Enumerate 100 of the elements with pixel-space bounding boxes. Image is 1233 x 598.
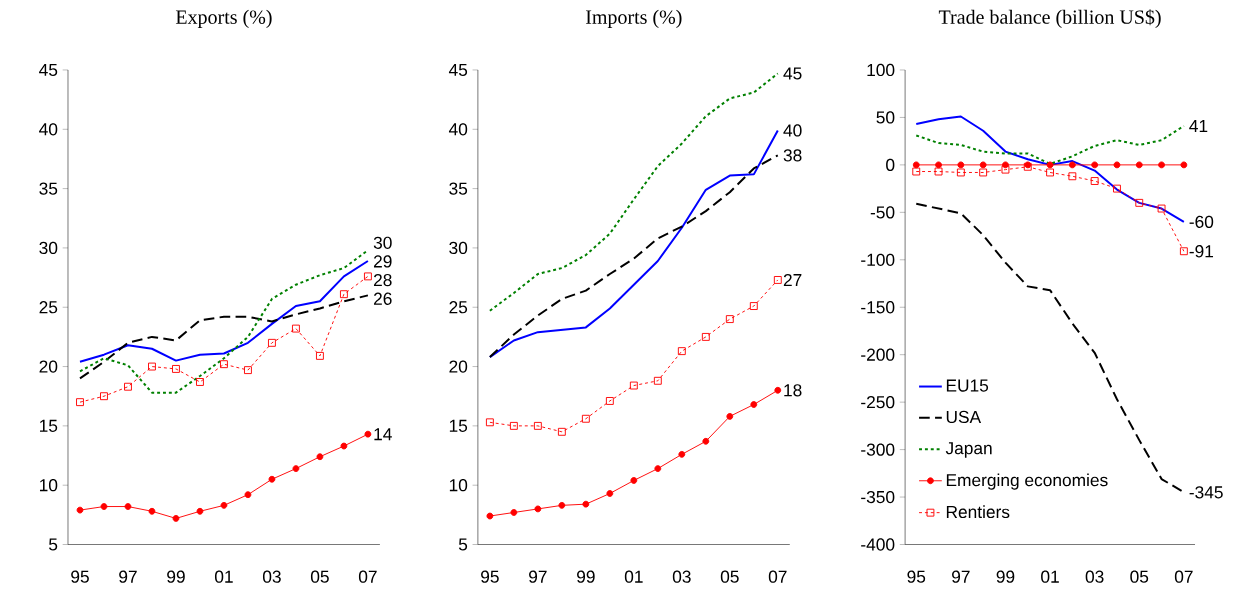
y-tick-label: -400 <box>861 538 895 551</box>
x-tick-label: 95 <box>71 570 89 583</box>
y-tick-label: -250 <box>861 396 895 409</box>
y-tick-label: 5 <box>49 538 58 551</box>
point <box>534 505 542 513</box>
point <box>1046 168 1054 177</box>
point <box>1046 161 1054 169</box>
y-tick-label: 20 <box>449 360 468 373</box>
point <box>1135 161 1143 169</box>
y-tick-label: -200 <box>861 348 895 361</box>
line-series <box>915 115 1185 223</box>
y-tick-label: 15 <box>39 419 58 432</box>
legend-label: Rentiers <box>946 505 1010 519</box>
y-tick-label: 25 <box>39 301 58 314</box>
point <box>957 161 965 169</box>
chart-title: Imports (%) <box>585 9 682 29</box>
data-label: 38 <box>783 149 802 162</box>
y-tick-label: 0 <box>886 158 895 172</box>
point <box>1090 177 1099 186</box>
x-tick-label: 01 <box>214 570 233 583</box>
x-tick-label: 97 <box>119 570 137 583</box>
point <box>316 453 324 461</box>
data-label: 30 <box>373 236 392 249</box>
x-tick-label: 07 <box>358 570 377 583</box>
line-series <box>488 72 779 312</box>
y-tick-label: 5 <box>458 538 468 551</box>
x-tick-label: 01 <box>1041 570 1059 583</box>
data-label: -345 <box>1189 486 1223 499</box>
point <box>220 502 228 509</box>
point <box>100 392 108 401</box>
y-tick-label: -150 <box>861 301 895 314</box>
x-tick-label: 95 <box>481 570 499 583</box>
y-tick-label: 45 <box>39 64 58 77</box>
point <box>244 366 252 375</box>
data-label: 18 <box>784 384 802 397</box>
point <box>677 347 686 356</box>
point <box>124 503 132 511</box>
y-tick-label: 40 <box>448 123 468 136</box>
point <box>934 167 943 176</box>
y-tick-label: 10 <box>449 479 468 492</box>
y-tick-label: -300 <box>861 443 895 456</box>
y-tick-label: -100 <box>861 253 895 266</box>
point <box>774 386 782 394</box>
point <box>1113 161 1121 169</box>
point <box>629 381 638 390</box>
x-tick-label: 95 <box>907 570 926 583</box>
point <box>557 427 566 436</box>
point <box>606 490 614 497</box>
point <box>1158 161 1165 169</box>
point <box>340 442 348 450</box>
point <box>291 324 300 333</box>
point <box>678 451 686 458</box>
point <box>364 430 372 438</box>
point <box>244 491 252 499</box>
point <box>148 362 156 371</box>
point <box>630 477 638 484</box>
legend-label: Japan <box>945 442 992 458</box>
point <box>605 397 614 405</box>
data-label: -60 <box>1189 215 1214 229</box>
point <box>172 365 180 373</box>
y-tick-label: 40 <box>39 123 58 136</box>
point <box>654 465 662 473</box>
point <box>196 378 204 386</box>
y-tick-label: 10 <box>39 479 58 492</box>
point <box>558 502 566 509</box>
point <box>750 401 758 408</box>
point <box>1068 172 1077 181</box>
point <box>582 500 590 508</box>
point <box>702 437 710 445</box>
point <box>912 167 921 176</box>
data-label: 41 <box>1189 120 1208 133</box>
line-series <box>78 249 369 394</box>
legend-label: Emerging economies <box>946 473 1108 490</box>
point <box>220 360 228 369</box>
y-tick-label: 35 <box>449 182 468 195</box>
x-tick-label: 03 <box>672 570 691 583</box>
point <box>912 161 920 169</box>
point <box>726 413 734 420</box>
data-label: 14 <box>374 428 392 441</box>
point <box>76 506 84 514</box>
y-tick-label: 30 <box>39 241 58 255</box>
y-tick-label: -350 <box>861 491 895 504</box>
point <box>979 168 988 177</box>
point <box>979 161 987 169</box>
x-tick-label: 07 <box>1174 570 1193 583</box>
x-tick-label: 07 <box>768 570 787 583</box>
point <box>196 507 204 515</box>
point <box>725 315 734 324</box>
point <box>486 512 494 520</box>
x-tick-label: 01 <box>624 570 643 583</box>
data-label: 27 <box>783 273 802 287</box>
data-label: 40 <box>783 124 802 137</box>
point <box>773 276 782 284</box>
point <box>701 333 710 341</box>
y-tick-label: 45 <box>448 64 468 77</box>
data-label: 28 <box>373 274 392 287</box>
point <box>1135 198 1144 207</box>
y-tick-label: 100 <box>867 63 895 77</box>
point <box>124 382 132 391</box>
point <box>935 161 942 169</box>
